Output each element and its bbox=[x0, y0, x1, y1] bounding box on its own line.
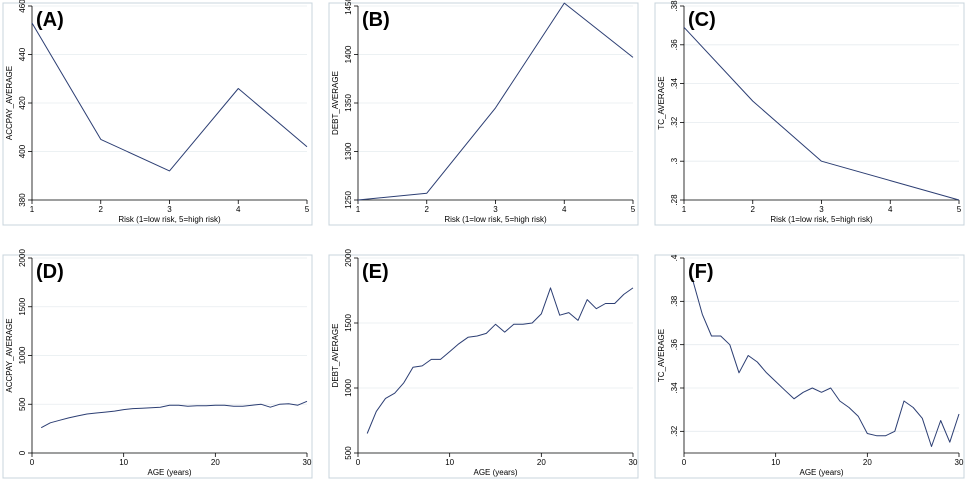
y-tick-label: .36 bbox=[670, 39, 679, 51]
y-axis-title: TC_AVERAGE bbox=[657, 329, 666, 382]
y-tick-label: 1500 bbox=[18, 297, 27, 315]
y-axis-title: DEBT_AVERAGE bbox=[331, 71, 340, 135]
panel-d: 0 500 1000 1500 2000 0 10 20 30 AGE (years) ACCPAY… bbox=[0, 249, 315, 481]
y-tick-label: 460 bbox=[18, 0, 27, 13]
x-tick-label: 4 bbox=[562, 205, 567, 214]
x-tick-label: 10 bbox=[119, 458, 128, 467]
chart-a: 380 400 420 440 460 1 2 3 4 5 Risk (1=low risk, 5=… bbox=[2, 0, 313, 226]
x-tick-label: 2 bbox=[751, 205, 756, 214]
panel-a: 380 400 420 440 460 1 2 3 4 5 Risk (1=low risk, 5=… bbox=[0, 0, 315, 228]
x-tick-label: 5 bbox=[957, 205, 962, 214]
y-tick-label: .34 bbox=[670, 77, 679, 89]
x-axis-title: AGE (years) bbox=[473, 468, 517, 477]
y-axis-title: ACCPAY_AVERAGE bbox=[5, 318, 14, 392]
y-tick-label: 0 bbox=[18, 450, 27, 455]
chart-d: 0 500 1000 1500 2000 0 10 20 30 AGE (years) ACCPAY… bbox=[2, 249, 313, 479]
y-tick-label: 440 bbox=[18, 47, 27, 61]
y-tick-label: .36 bbox=[670, 339, 679, 351]
x-tick-label: 10 bbox=[771, 458, 780, 467]
y-tick-label: 2000 bbox=[18, 249, 27, 267]
series-line bbox=[40, 400, 308, 429]
y-axis-title: DEBT_AVERAGE bbox=[331, 324, 340, 388]
series-line bbox=[683, 26, 960, 201]
panel-label: (A) bbox=[36, 9, 64, 31]
x-tick-label: 4 bbox=[236, 205, 241, 214]
series-line bbox=[366, 287, 634, 434]
y-tick-label: .38 bbox=[670, 0, 679, 12]
y-tick-label: .32 bbox=[670, 116, 679, 128]
x-axis-title: Risk (1=low risk, 5=high risk) bbox=[444, 215, 547, 224]
y-tick-label: 1400 bbox=[344, 45, 353, 63]
panel-label: (E) bbox=[362, 261, 389, 283]
chart-c: .28 .3 .32 .34 .36 .38 1 2 3 4 5 Risk (1=low risk, … bbox=[654, 0, 965, 226]
x-tick-label: 5 bbox=[305, 205, 310, 214]
x-tick-label: 1 bbox=[356, 205, 361, 214]
plot-frame bbox=[2, 2, 313, 226]
y-tick-label: .32 bbox=[670, 425, 679, 437]
x-tick-label: 30 bbox=[629, 458, 638, 467]
plot-frame bbox=[2, 254, 313, 479]
x-tick-label: 30 bbox=[303, 458, 312, 467]
x-tick-label: 0 bbox=[356, 458, 361, 467]
y-tick-label: 1000 bbox=[344, 379, 353, 397]
x-tick-label: 5 bbox=[631, 205, 636, 214]
x-tick-label: 1 bbox=[682, 205, 687, 214]
x-tick-label: 20 bbox=[537, 458, 546, 467]
chart-b: 1250 1300 1350 1400 1450 1 2 3 4 5 Risk (1=low ris… bbox=[328, 0, 639, 226]
y-tick-label: 1250 bbox=[344, 191, 353, 209]
chart-e: 500 1000 1500 2000 0 10 20 30 AGE (years) DEBT_AV… bbox=[328, 249, 639, 479]
x-tick-label: 0 bbox=[682, 458, 687, 467]
x-tick-label: 3 bbox=[819, 205, 824, 214]
x-axis-title: AGE (years) bbox=[147, 468, 191, 477]
y-tick-label: .4 bbox=[670, 254, 679, 261]
y-tick-label: 420 bbox=[18, 96, 27, 110]
plot-frame bbox=[328, 254, 639, 479]
y-axis-title: ACCPAY_AVERAGE bbox=[5, 66, 14, 140]
x-tick-label: 20 bbox=[211, 458, 220, 467]
x-tick-label: 3 bbox=[167, 205, 172, 214]
x-axis-title: Risk (1=low risk, 5=high risk) bbox=[118, 215, 221, 224]
panel-b: 1250 1300 1350 1400 1450 1 2 3 4 5 Risk (1=low ris… bbox=[326, 0, 641, 228]
x-axis-title: AGE (years) bbox=[799, 468, 843, 477]
y-tick-label: 1450 bbox=[344, 0, 353, 15]
y-tick-label: 1350 bbox=[344, 94, 353, 112]
y-tick-label: .28 bbox=[670, 194, 679, 206]
plot-frame bbox=[328, 2, 639, 226]
series-line bbox=[357, 2, 634, 201]
x-tick-label: 1 bbox=[30, 205, 35, 214]
plot-frame bbox=[654, 2, 965, 226]
x-tick-label: 3 bbox=[493, 205, 498, 214]
panel-label: (B) bbox=[362, 9, 390, 31]
panel-f: .32 .34 .36 .38 .4 0 10 20 30 AGE (years) TC_AVERA… bbox=[652, 252, 967, 481]
x-tick-label: 0 bbox=[30, 458, 35, 467]
y-tick-label: 380 bbox=[18, 193, 27, 207]
series-line bbox=[31, 22, 308, 172]
chart-f: .32 .34 .36 .38 .4 0 10 20 30 AGE (years) TC_AVERA… bbox=[654, 254, 965, 479]
y-tick-label: 400 bbox=[18, 144, 27, 158]
y-tick-label: 500 bbox=[18, 397, 27, 411]
x-tick-label: 20 bbox=[863, 458, 872, 467]
x-tick-label: 10 bbox=[445, 458, 454, 467]
y-tick-label: .3 bbox=[670, 157, 679, 164]
panel-label: (D) bbox=[36, 261, 64, 283]
x-axis-title: Risk (1=low risk, 5=high risk) bbox=[770, 215, 873, 224]
panel-label: (C) bbox=[688, 9, 716, 31]
y-axis-title: TC_AVERAGE bbox=[657, 76, 666, 129]
x-tick-label: 30 bbox=[955, 458, 964, 467]
panel-e: 500 1000 1500 2000 0 10 20 30 AGE (years) DEBT_AV… bbox=[326, 249, 641, 481]
y-tick-label: 2000 bbox=[344, 249, 353, 267]
panel-c: .28 .3 .32 .34 .36 .38 1 2 3 4 5 Risk (1=low risk, … bbox=[652, 0, 967, 228]
y-tick-label: 1000 bbox=[18, 346, 27, 364]
y-tick-label: 1500 bbox=[344, 314, 353, 332]
x-tick-label: 4 bbox=[888, 205, 893, 214]
y-tick-label: 1300 bbox=[344, 142, 353, 160]
y-tick-label: .38 bbox=[670, 295, 679, 307]
y-tick-label: 500 bbox=[344, 446, 353, 460]
x-tick-label: 2 bbox=[99, 205, 104, 214]
x-tick-label: 2 bbox=[425, 205, 430, 214]
series-line bbox=[692, 281, 960, 447]
plot-frame bbox=[654, 254, 965, 479]
y-tick-label: .34 bbox=[670, 382, 679, 394]
panel-label: (F) bbox=[688, 261, 714, 283]
